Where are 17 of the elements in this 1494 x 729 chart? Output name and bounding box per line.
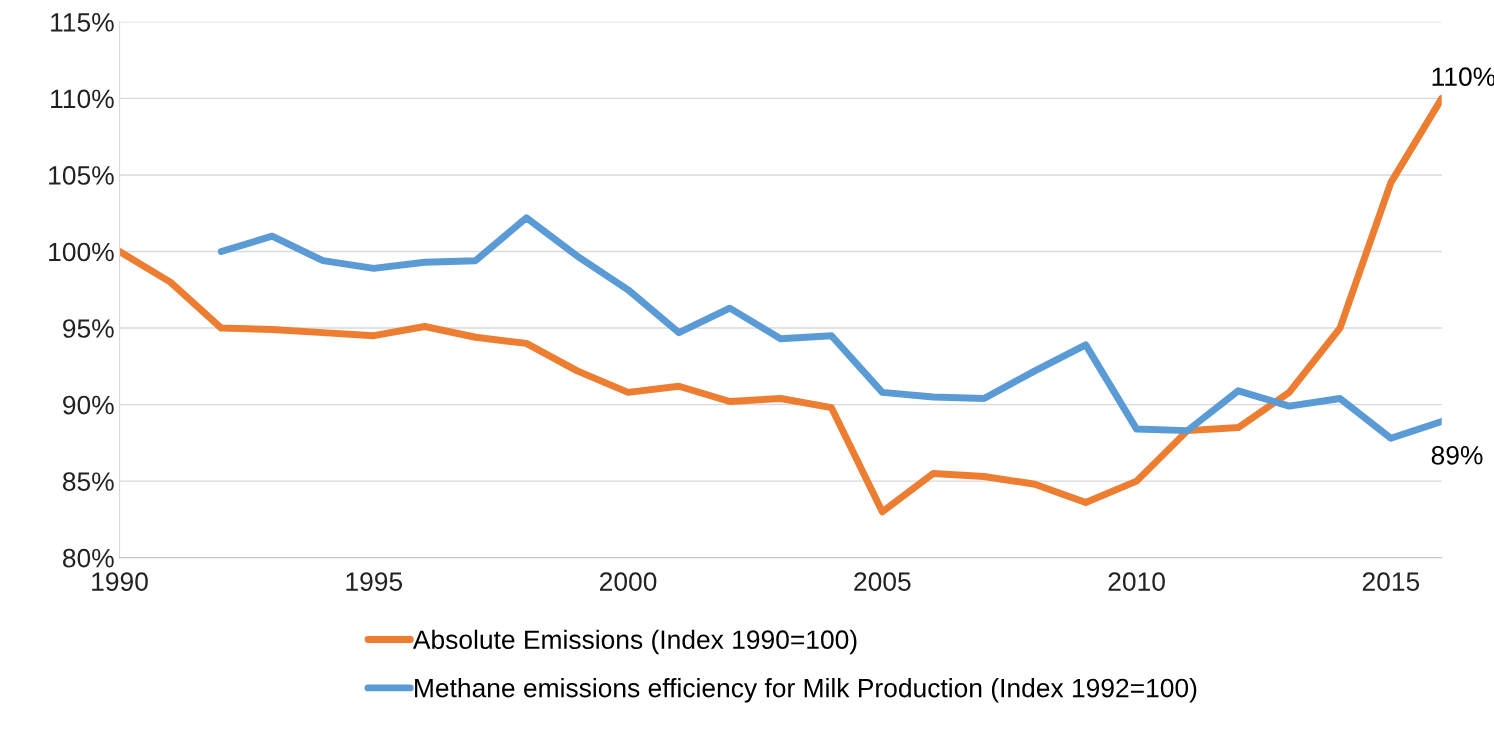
y-tick-label: 115% bbox=[51, 13, 114, 32]
annotation: 89% bbox=[1431, 445, 1483, 465]
y-tick-label: 110% bbox=[51, 89, 114, 109]
y-tick-label: 105% bbox=[49, 166, 114, 185]
y-tick-label: 80% bbox=[62, 548, 114, 568]
x-tick-label: 1990 bbox=[92, 572, 148, 591]
x-tick-label: 2010 bbox=[1108, 572, 1165, 591]
legend-label: Methane emissions efficiency for Milk Production (Index 1992=100) bbox=[415, 678, 1197, 703]
x-tick-label: 2000 bbox=[600, 572, 657, 591]
legend-label: Absolute Emissions (Index 1990=100) bbox=[412, 629, 857, 655]
x-tick-label: 1995 bbox=[346, 572, 403, 591]
x-tick-label: 2015 bbox=[1362, 572, 1420, 591]
y-tick-label: 95% bbox=[63, 319, 114, 338]
x-tick-label: 2005 bbox=[854, 572, 911, 591]
y-tick-label: 90% bbox=[63, 395, 114, 415]
y-tick-label: 85% bbox=[62, 472, 114, 491]
y-tick-label: 100% bbox=[49, 242, 114, 262]
